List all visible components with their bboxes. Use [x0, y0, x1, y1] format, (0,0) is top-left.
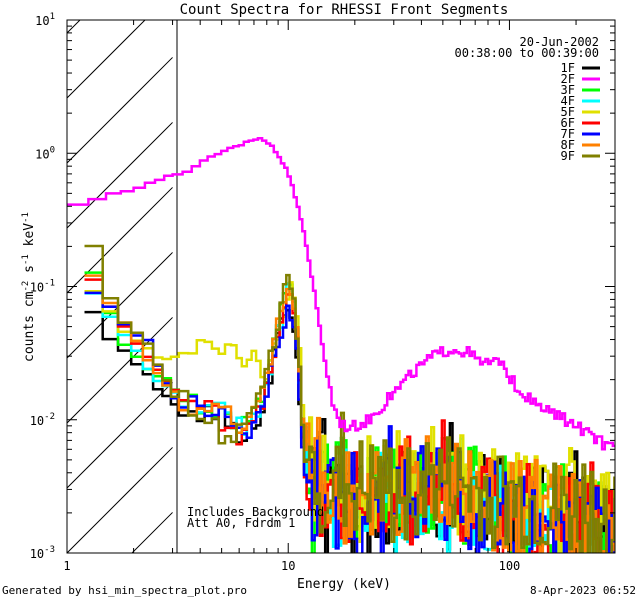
series-8f — [84, 274, 615, 553]
legend-label-9f: 9F — [561, 149, 575, 163]
hatch-line — [67, 447, 173, 553]
series-9f — [84, 244, 615, 553]
legend-label-7f: 7F — [561, 127, 575, 141]
hatch-line — [67, 122, 173, 229]
y-axis-label: counts cm-2 s-1 keV-1 — [21, 212, 37, 362]
legend-label-1f: 1F — [561, 61, 575, 75]
y-tick-label: 10-3 — [30, 545, 55, 561]
legend-label-8f: 8F — [561, 138, 575, 152]
hatch-line — [67, 20, 81, 34]
series-2f — [67, 137, 615, 451]
y-tick-label: 101 — [35, 12, 55, 28]
legend-label-6f: 6F — [561, 116, 575, 130]
x-tick-label: 10 — [281, 559, 295, 573]
legend-label-4f: 4F — [561, 94, 575, 108]
x-axis-label: Energy (keV) — [297, 577, 391, 592]
hatch-line — [67, 252, 173, 359]
annotation-attenuator: Att A0, Fdrdm 1 — [187, 516, 295, 530]
legend-label-2f: 2F — [561, 72, 575, 86]
series-5f — [84, 281, 615, 553]
hatch-line — [131, 512, 173, 553]
y-tick-label: 10-2 — [30, 412, 55, 428]
date-label: 20-Jun-2002 — [520, 35, 599, 49]
hatch-line — [67, 20, 146, 99]
x-tick-label: 100 — [499, 559, 521, 573]
annotation-background: Includes Background — [187, 505, 324, 519]
hatch-line — [67, 317, 173, 424]
legend-label-5f: 5F — [561, 105, 575, 119]
legend-label-3f: 3F — [561, 83, 575, 97]
footer-generator: Generated by hsi_min_spectra_plot.pro — [2, 584, 247, 597]
hatch-line — [67, 187, 173, 294]
footer-timestamp: 8-Apr-2023 06:52 — [530, 584, 636, 597]
time-range-label: 00:38:00 to 00:39:00 — [455, 46, 600, 60]
chart-title: Count Spectra for RHESSI Front Segments — [180, 2, 509, 18]
hatch-line — [67, 57, 173, 164]
hatched-region — [67, 20, 173, 553]
y-tick-label: 100 — [35, 145, 55, 161]
x-tick-label: 1 — [63, 559, 70, 573]
axis-ticks — [66, 20, 616, 554]
hatch-line — [67, 382, 173, 489]
